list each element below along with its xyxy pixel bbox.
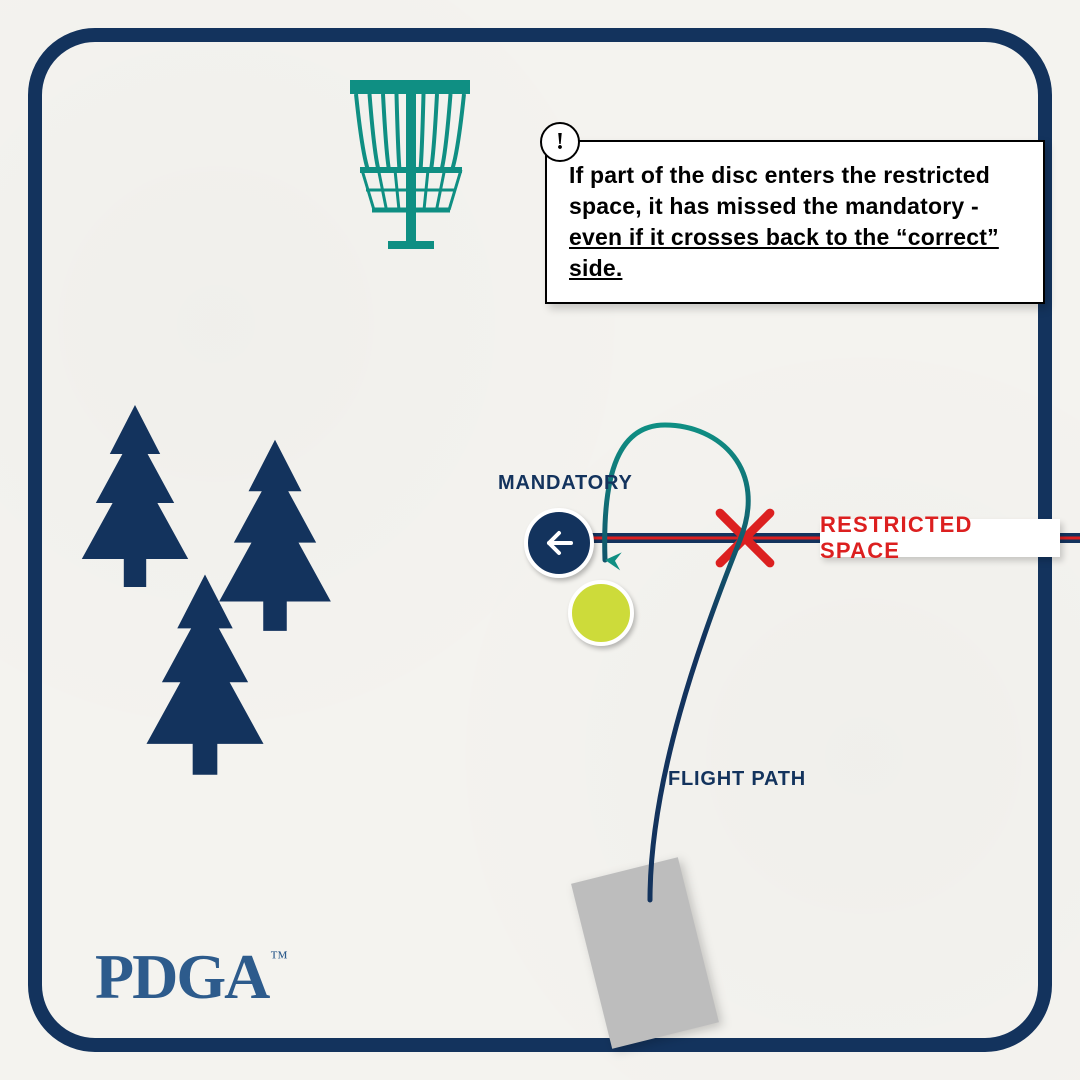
mandatory-label: MANDATORY bbox=[498, 472, 633, 495]
mandatory-marker bbox=[524, 508, 594, 578]
disc bbox=[568, 580, 634, 646]
flight-path-label: FLIGHT PATH bbox=[668, 768, 806, 791]
callout-text-a: If part of the disc enters the restricte… bbox=[569, 162, 990, 219]
logo-tm: ™ bbox=[270, 947, 288, 967]
arrow-left-icon bbox=[539, 523, 579, 563]
callout-text-underline: even if it crosses back to the “correct”… bbox=[569, 224, 999, 281]
pdga-logo: PDGA™ bbox=[95, 940, 286, 1014]
restricted-space-text: RESTRICTED SPACE bbox=[820, 512, 1060, 564]
rule-callout: If part of the disc enters the restricte… bbox=[545, 140, 1045, 304]
restricted-space-label: RESTRICTED SPACE bbox=[820, 519, 1060, 557]
logo-text: PDGA bbox=[95, 941, 268, 1012]
exclamation-icon: ! bbox=[540, 122, 580, 162]
